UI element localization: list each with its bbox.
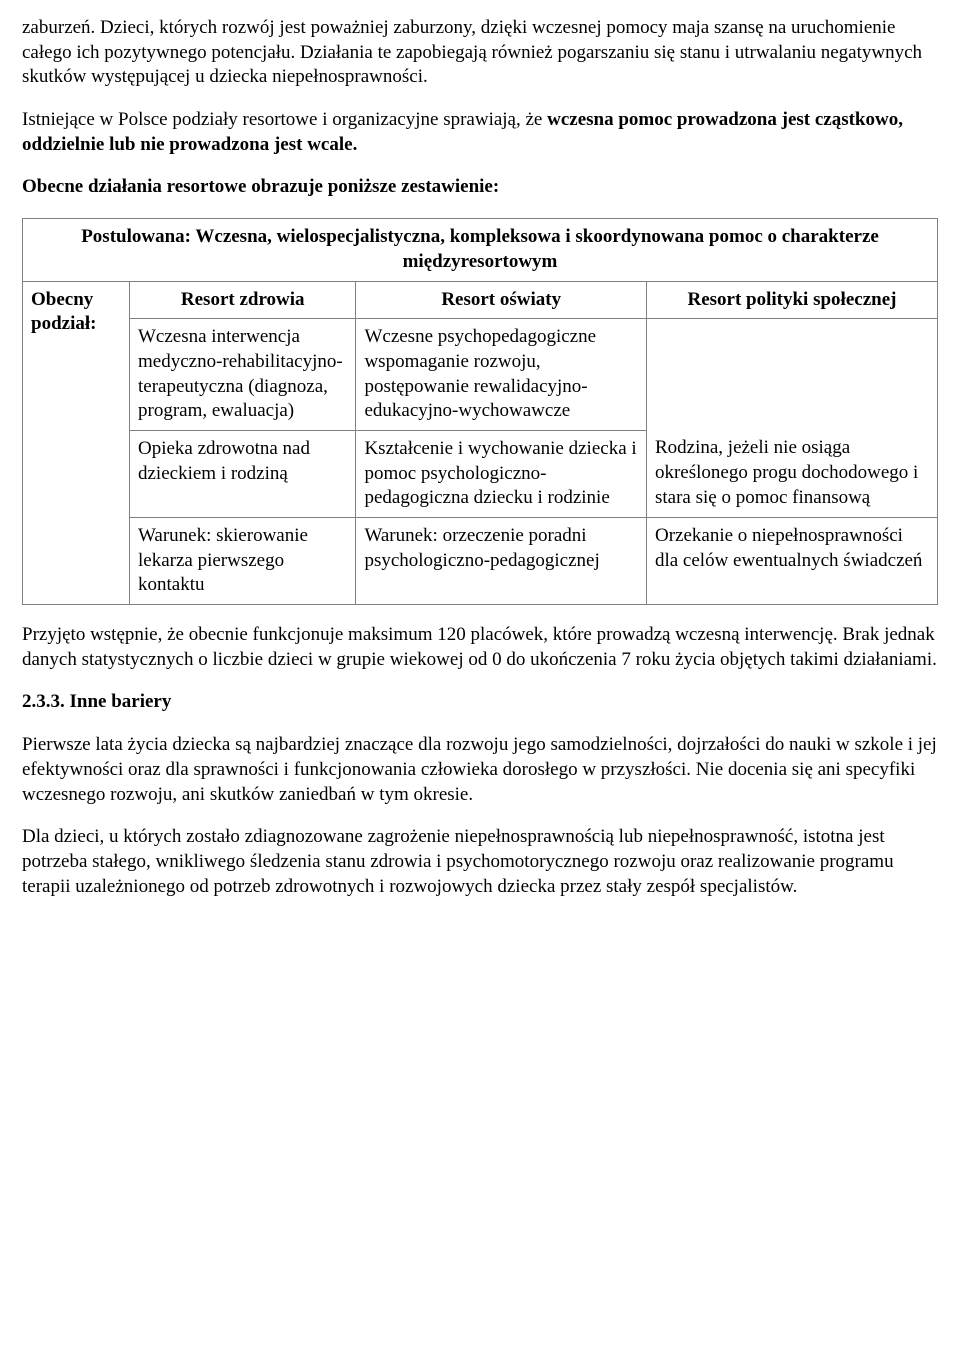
table-inner: Resort zdrowia Resort oświaty Resort pol…: [130, 282, 937, 605]
cell-r2c3: Rodzina, jeżeli nie osiąga określonego p…: [646, 430, 937, 517]
cell-r1c3: [646, 319, 937, 431]
cell-r2c2: Kształcenie i wychowanie dziecka i pomoc…: [356, 430, 647, 517]
col2-header: Resort oświaty: [356, 282, 647, 319]
table-side-label: Obecny podział:: [23, 281, 130, 605]
resort-table: Postulowana: Wczesna, wielospecjalistycz…: [22, 218, 938, 605]
cell-r3c2: Warunek: orzeczenie poradni psychologicz…: [356, 518, 647, 605]
cell-r1c1: Wczesna interwencja medyczno-rehabilitac…: [130, 319, 356, 431]
paragraph-2: Istniejące w Polsce podziały resortowe i…: [22, 108, 938, 157]
cell-r2c1: Opieka zdrowotna nad dzieckiem i rodziną: [130, 430, 356, 517]
paragraph-1: zaburzeń. Dzieci, których rozwój jest po…: [22, 16, 938, 90]
cell-r3c3: Orzekanie o niepełnosprawności dla celów…: [646, 518, 937, 605]
col1-header: Resort zdrowia: [130, 282, 356, 319]
paragraph-2-pre: Istniejące w Polsce podziały resortowe i…: [22, 109, 547, 130]
cell-r1c2: Wczesne psychopedagogiczne wspomaganie r…: [356, 319, 647, 431]
paragraph-6: Dla dzieci, u których zostało zdiagnozow…: [22, 825, 938, 899]
paragraph-3: Obecne działania resortowe obrazuje poni…: [22, 175, 938, 200]
paragraph-5: Pierwsze lata życia dziecka są najbardzi…: [22, 733, 938, 807]
table-inner-wrapper: Resort zdrowia Resort oświaty Resort pol…: [130, 281, 938, 605]
col3-header: Resort polityki społecznej: [646, 282, 937, 319]
table-postulowana: Postulowana: Wczesna, wielospecjalistycz…: [23, 219, 938, 281]
heading-233: 2.3.3. Inne bariery: [22, 690, 938, 715]
paragraph-4: Przyjęto wstępnie, że obecnie funkcjonuj…: [22, 623, 938, 672]
cell-r3c1: Warunek: skierowanie lekarza pierwszego …: [130, 518, 356, 605]
